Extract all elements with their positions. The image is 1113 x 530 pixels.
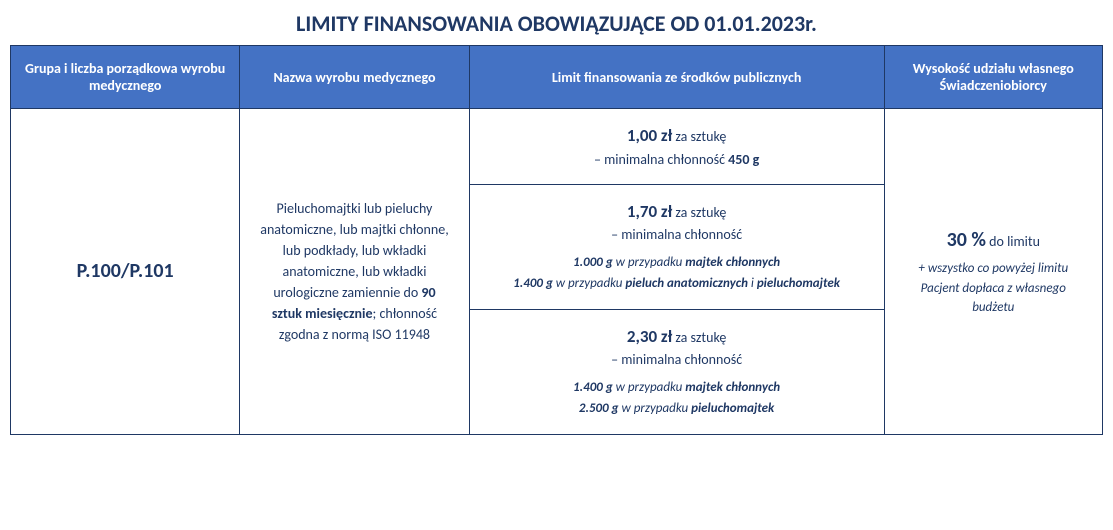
per-piece-label: za sztukę (672, 204, 726, 221)
detail-type: majtek chłonnych (685, 255, 780, 270)
percent-suffix: do limitu (986, 233, 1040, 250)
price-value: 2,30 zł (627, 326, 672, 347)
detail-mid: w przypadku (613, 255, 686, 270)
detail-suffix-bold: pieluchomajtek (757, 276, 840, 291)
table-container: LIMITY FINANSOWANIA OBOWIĄZUJĄCE OD 01.0… (10, 10, 1103, 435)
detail-line: 2.500 g w przypadku pieluchomajtek (490, 399, 864, 420)
min-absorbency-line: – minimalna chłonność (490, 349, 864, 370)
detail-type: pieluch anatomicznych (625, 276, 748, 291)
contribution-cell: 30 % do limitu + wszystko co powyżej lim… (884, 109, 1102, 435)
financing-limits-table: Grupa i liczba porządkowa wyrobu medyczn… (10, 45, 1103, 435)
contribution-percent-line: 30 % do limitu (903, 225, 1084, 255)
min-absorbency-line: – minimalna chłonność 450 g (490, 149, 864, 170)
percent-value: 30 % (947, 228, 986, 252)
limit-price-line: 1,70 zł za sztukę (490, 199, 864, 225)
contribution-note: + wszystko co powyżej limitu Pacjent dop… (903, 259, 1084, 318)
detail-value: 1.400 g (513, 276, 553, 291)
detail-type: pieluchomajtek (691, 401, 774, 416)
absorbency-details: 1.400 g w przypadku majtek chłonnych 2.5… (490, 378, 864, 420)
price-value: 1,70 zł (627, 201, 672, 222)
detail-suffix-plain: i (748, 276, 757, 291)
per-piece-label: za sztukę (672, 329, 726, 346)
detail-value: 1.000 g (573, 255, 613, 270)
detail-type: majtek chłonnych (685, 380, 780, 395)
product-code: P.100/P.101 (11, 109, 240, 435)
header-limit: Limit finansowania ze środków publicznyc… (469, 46, 884, 109)
product-description: Pieluchomajtki lub pieluchy anatomiczne,… (240, 109, 469, 435)
detail-line: 1.400 g w przypadku majtek chłonnych (490, 378, 864, 399)
detail-mid: w przypadku (613, 380, 686, 395)
min-absorbency-line: – minimalna chłonność (490, 224, 864, 245)
limit-price-line: 2,30 zł za sztukę (490, 324, 864, 350)
limit-price-line: 1,00 zł za sztukę (490, 123, 864, 149)
header-contribution: Wysokość udziału własnego Świadczeniobio… (884, 46, 1102, 109)
min-label: – minimalna chłonność (594, 151, 728, 168)
detail-line: 1.000 g w przypadku majtek chłonnych (490, 253, 864, 274)
detail-mid: w przypadku (553, 276, 626, 291)
detail-mid: w przypadku (619, 401, 692, 416)
limit-cell-2: 1,70 zł za sztukę – minimalna chłonność … (469, 184, 884, 309)
limit-cell-1: 1,00 zł za sztukę – minimalna chłonność … (469, 109, 884, 185)
header-group: Grupa i liczba porządkowa wyrobu medyczn… (11, 46, 240, 109)
absorbency-details: 1.000 g w przypadku majtek chłonnych 1.4… (490, 253, 864, 295)
absorbency-value: 450 g (728, 151, 759, 168)
detail-value: 2.500 g (579, 401, 619, 416)
detail-line: 1.400 g w przypadku pieluch anatomicznyc… (490, 274, 864, 295)
table-row: P.100/P.101 Pieluchomajtki lub pieluchy … (11, 109, 1103, 185)
page-title: LIMITY FINANSOWANIA OBOWIĄZUJĄCE OD 01.0… (10, 10, 1103, 37)
header-name: Nazwa wyrobu medycznego (240, 46, 469, 109)
per-piece-label: za sztukę (672, 128, 726, 145)
limit-cell-3: 2,30 zł za sztukę – minimalna chłonność … (469, 309, 884, 434)
price-value: 1,00 zł (627, 125, 672, 146)
table-header-row: Grupa i liczba porządkowa wyrobu medyczn… (11, 46, 1103, 109)
detail-value: 1.400 g (573, 380, 613, 395)
